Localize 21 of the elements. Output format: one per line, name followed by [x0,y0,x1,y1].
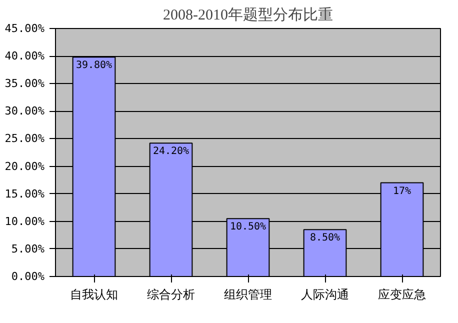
data-label: 39.80% [76,60,112,72]
data-label: 10.50% [230,222,266,233]
chart-title: 2008-2010年题型分布比重 [163,6,333,24]
data-label: 8.50% [310,232,340,244]
y-tick-label: 0.00% [11,270,45,283]
y-tick-label: 30.00% [4,104,45,118]
x-tick-label: 人际沟通 [301,288,349,302]
y-tick-label: 10.00% [4,214,45,228]
y-tick-label: 5.00% [11,242,45,256]
x-tick-label: 自我认知 [70,288,118,302]
data-label: 24.20% [152,146,190,158]
y-tick-label: 15.00% [4,187,45,200]
y-tick-label: 35.00% [4,77,45,90]
x-tick-label: 组织管理 [224,288,272,302]
x-tick-label: 应变应急 [378,288,426,302]
data-label: 17% [392,186,412,197]
y-tick-label: 20.00% [4,160,45,173]
y-tick-label: 45.00% [4,22,45,35]
y-tick-label: 40.00% [4,50,45,63]
y-tick-label: 25.00% [4,132,45,146]
x-tick-label: 综合分析 [147,288,195,302]
